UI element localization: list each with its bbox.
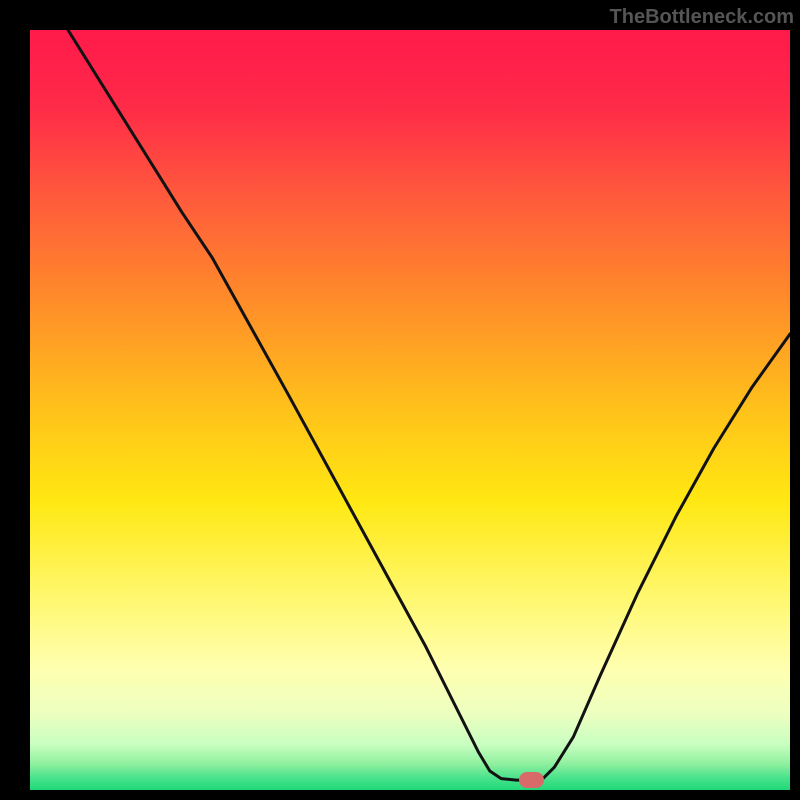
optimal-point-marker bbox=[519, 772, 543, 789]
watermark-text: TheBottleneck.com bbox=[610, 6, 794, 29]
chart-frame: TheBottleneck.com bbox=[0, 0, 800, 800]
plot-area bbox=[30, 30, 790, 790]
bottleneck-curve bbox=[30, 30, 790, 790]
plot-outer bbox=[30, 30, 790, 790]
